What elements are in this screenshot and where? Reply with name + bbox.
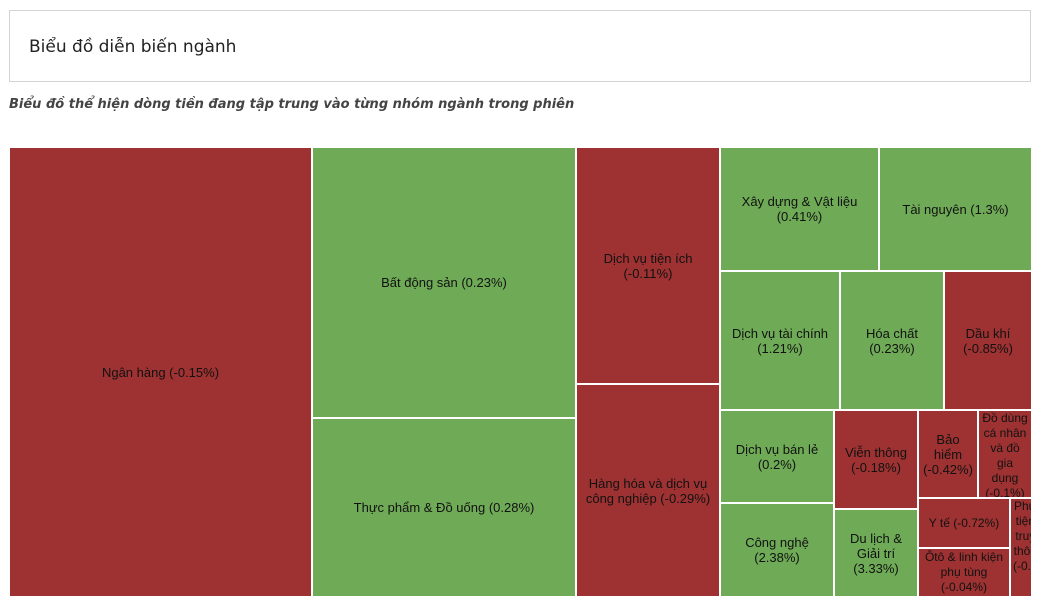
chart-subtitle: Biểu đồ thể hiện dòng tiền đang tập trun… bbox=[9, 97, 575, 112]
treemap-tile[interactable]: Viễn thông (-0.18%) bbox=[834, 410, 918, 509]
treemap-tile[interactable]: Phư tiện truy thôn (-0.1 bbox=[1010, 498, 1032, 597]
treemap-tile-label: Đồ dùng cá nhân và đồ gia dụng (-0.1%) bbox=[982, 411, 1028, 498]
treemap-tile[interactable]: Hóa chất (0.23%) bbox=[840, 271, 944, 410]
treemap-tile-label: Dịch vụ bán lẻ (0.2%) bbox=[735, 441, 819, 472]
treemap-tile-label: Tài nguyên (1.3%) bbox=[902, 201, 1009, 217]
treemap-tile[interactable]: Du lịch & Giải trí (3.33%) bbox=[834, 509, 918, 597]
treemap-tile-label: Bất động sản (0.23%) bbox=[381, 275, 507, 290]
treemap-tile[interactable]: Ngân hàng (-0.15%) bbox=[9, 147, 312, 597]
treemap-tile-label: Dịch vụ tài chính (1.21%) bbox=[731, 325, 829, 356]
treemap-tile[interactable]: Xây dựng & Vật liệu (0.41%) bbox=[720, 147, 879, 271]
treemap-tile[interactable]: Công nghệ (2.38%) bbox=[720, 503, 834, 597]
treemap-tile-label: Hàng hóa và dịch vụ công nghiệp (-0.29%) bbox=[585, 475, 711, 506]
treemap-tile-label: Du lịch & Giải trí (3.33%) bbox=[849, 530, 903, 576]
treemap-tile-label: Ôtô & linh kiện phụ tùng (-0.04%) bbox=[924, 550, 1004, 594]
chart-header-panel: Biểu đồ diễn biến ngành bbox=[9, 10, 1031, 82]
treemap-tile-label: Thực phẩm & Đồ uống (0.28%) bbox=[353, 500, 535, 515]
treemap-tile-label: Ngân hàng (-0.15%) bbox=[101, 364, 220, 380]
treemap-tile[interactable]: Tài nguyên (1.3%) bbox=[879, 147, 1032, 271]
treemap-tile[interactable]: Dầu khí (-0.85%) bbox=[944, 271, 1032, 410]
treemap-tile[interactable]: Dịch vụ tài chính (1.21%) bbox=[720, 271, 840, 410]
treemap-tile[interactable]: Thực phẩm & Đồ uống (0.28%) bbox=[312, 418, 576, 597]
treemap-tile-label: Xây dựng & Vật liệu (0.41%) bbox=[741, 194, 858, 224]
treemap-tile-label: Công nghệ (2.38%) bbox=[745, 535, 809, 565]
treemap-tile-label: Y tế (-0.72%) bbox=[928, 515, 1000, 530]
treemap-tile[interactable]: Ôtô & linh kiện phụ tùng (-0.04%) bbox=[918, 548, 1010, 597]
treemap-tile[interactable]: Đồ dùng cá nhân và đồ gia dụng (-0.1%) bbox=[978, 410, 1032, 498]
treemap-tile[interactable]: Y tế (-0.72%) bbox=[918, 498, 1010, 548]
treemap-tile[interactable]: Dịch vụ bán lẻ (0.2%) bbox=[720, 410, 834, 503]
treemap-tile-label: Viễn thông (-0.18%) bbox=[845, 444, 907, 475]
chart-title: Biểu đồ diễn biến ngành bbox=[29, 37, 237, 57]
treemap-tile[interactable]: Bảo hiểm (-0.42%) bbox=[918, 410, 978, 498]
treemap-tile-label: Bảo hiểm (-0.42%) bbox=[923, 431, 973, 477]
treemap-tile[interactable]: Bất động sản (0.23%) bbox=[312, 147, 576, 418]
treemap-tile-label: Phư tiện truy thôn (-0.1 bbox=[1013, 499, 1031, 573]
treemap-tile[interactable]: Dịch vụ tiện ích (-0.11%) bbox=[576, 147, 720, 384]
treemap-tile-label: Dầu khí (-0.85%) bbox=[963, 325, 1013, 356]
industry-treemap: Ngân hàng (-0.15%) Bất động sản (0.23%) Th… bbox=[9, 147, 1032, 597]
treemap-tile-label: Hóa chất (0.23%) bbox=[865, 325, 919, 356]
treemap-tile-label: Dịch vụ tiện ích (-0.11%) bbox=[603, 250, 693, 281]
treemap-tile[interactable]: Hàng hóa và dịch vụ công nghiệp (-0.29%) bbox=[576, 384, 720, 597]
